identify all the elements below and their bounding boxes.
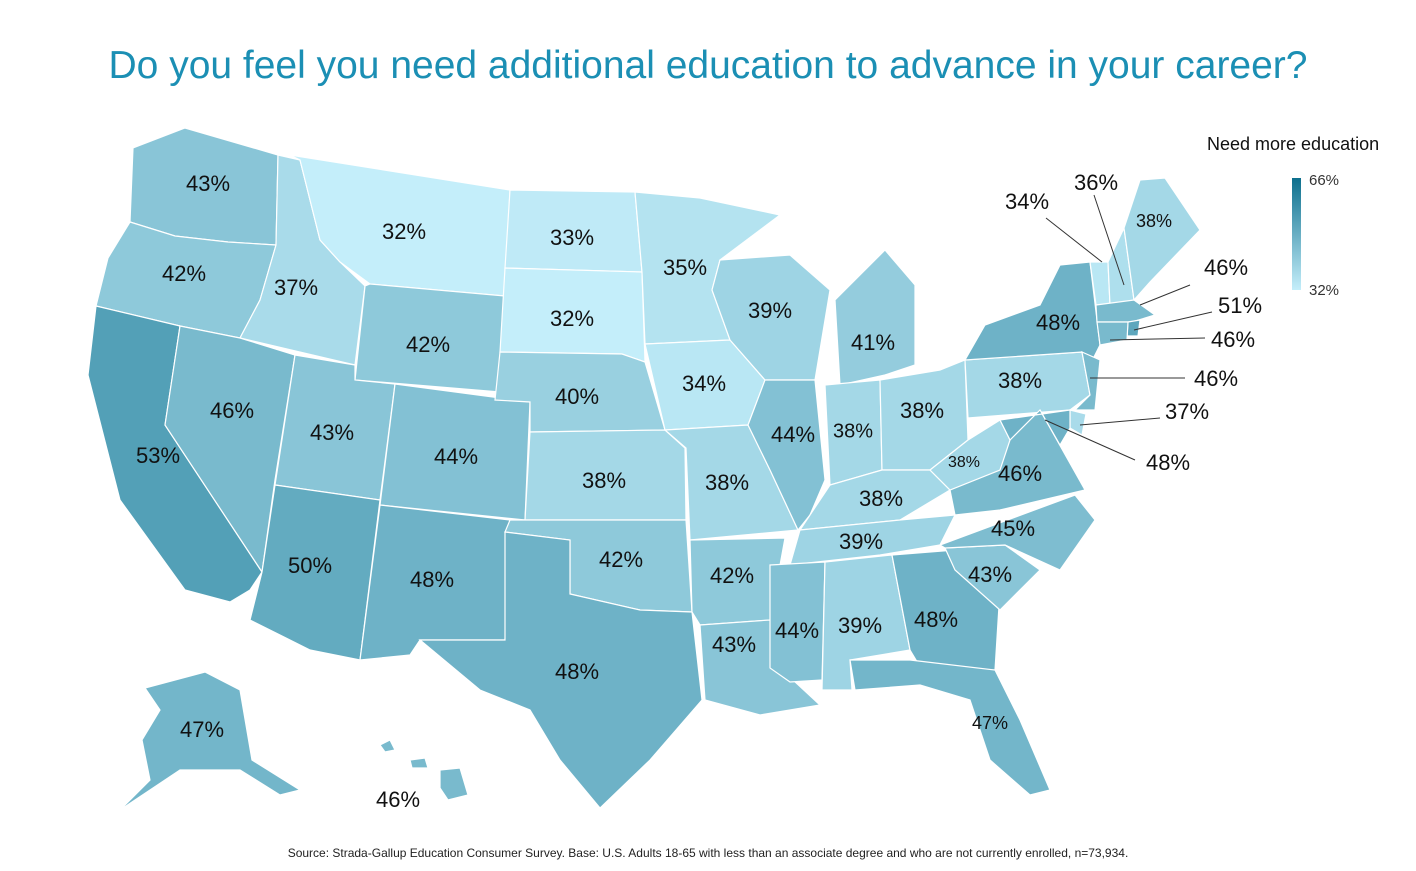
label-kentucky: 38% [859, 486, 903, 511]
label-alabama: 39% [838, 613, 882, 638]
label-pennsylvania: 38% [998, 368, 1042, 393]
label-rhode-island: 51% [1218, 293, 1262, 318]
legend-min-label: 32% [1309, 282, 1340, 299]
state-wyoming [354, 283, 506, 393]
state-arizona [249, 484, 381, 661]
label-new-york: 48% [1036, 310, 1080, 335]
state-massachusetts [1095, 299, 1157, 323]
leader-lines-layer [1044, 194, 1213, 461]
state-hawaii [379, 739, 469, 801]
label-wyoming: 42% [406, 332, 450, 357]
label-arkansas: 42% [710, 563, 754, 588]
label-wisconsin: 39% [748, 298, 792, 323]
label-texas: 48% [555, 659, 599, 684]
leader-line-vermont [1045, 217, 1103, 263]
label-north-carolina: 45% [991, 516, 1035, 541]
state-wisconsin [711, 254, 831, 381]
state-maine [1123, 177, 1201, 302]
leader-line-massachusetts [1139, 284, 1191, 306]
label-nevada: 46% [210, 398, 254, 423]
leader-line-connecticut [1109, 337, 1206, 341]
state-delaware [1069, 409, 1087, 436]
label-indiana: 38% [833, 420, 873, 442]
label-idaho: 37% [274, 275, 318, 300]
state-nevada [164, 325, 296, 574]
label-kansas: 38% [582, 468, 626, 493]
legend-title: Need more education [1207, 134, 1380, 154]
label-florida: 47% [972, 713, 1008, 733]
map-title: Do you feel you need additional educatio… [108, 44, 1308, 87]
label-oklahoma: 42% [599, 547, 643, 572]
label-new-mexico: 48% [410, 567, 454, 592]
state-alaska [119, 671, 302, 811]
label-washington: 43% [186, 171, 230, 196]
label-massachusetts: 46% [1204, 255, 1248, 280]
label-oregon: 42% [162, 261, 206, 286]
state-connecticut [1096, 321, 1129, 346]
state-kansas [524, 429, 687, 521]
label-maine: 38% [1136, 211, 1172, 231]
label-new-hampshire: 36% [1074, 170, 1118, 195]
state-shapes-layer [87, 127, 1201, 811]
label-louisiana: 43% [712, 632, 756, 657]
source-note: Source: Strada-Gallup Education Consumer… [287, 846, 1129, 860]
state-rhode-island [1126, 319, 1141, 337]
label-delaware: 37% [1165, 399, 1209, 424]
label-virginia: 46% [998, 461, 1042, 486]
label-hawaii: 46% [376, 787, 420, 812]
label-california: 53% [136, 443, 180, 468]
label-vermont: 34% [1005, 189, 1049, 214]
label-south-carolina: 43% [968, 562, 1012, 587]
label-alaska: 47% [180, 717, 224, 742]
label-north-dakota: 33% [550, 225, 594, 250]
state-north-carolina [938, 494, 1096, 571]
label-connecticut: 46% [1211, 327, 1255, 352]
label-montana: 32% [382, 219, 426, 244]
label-arizona: 50% [288, 553, 332, 578]
label-georgia: 48% [914, 607, 958, 632]
state-new-jersey [1073, 350, 1101, 411]
leader-line-rhode-island [1133, 311, 1213, 331]
state-florida [849, 659, 1051, 796]
label-south-dakota: 32% [550, 306, 594, 331]
leader-line-maryland [1044, 419, 1136, 461]
state-illinois [747, 379, 826, 532]
label-michigan: 41% [851, 330, 895, 355]
state-labels-layer: 43% 42% 53% 37% 46% 32% 42% 43% 50% 44% 48% 33% 32% 4… [136, 170, 1262, 812]
label-west-virginia: 38% [948, 454, 980, 471]
state-mississippi [769, 561, 826, 683]
label-maryland: 48% [1146, 450, 1190, 475]
leader-line-delaware [1079, 417, 1161, 426]
legend-max-label: 66% [1309, 172, 1340, 189]
state-maryland [999, 409, 1071, 447]
leader-line-new-hampshire [1093, 194, 1125, 286]
state-texas [418, 531, 703, 809]
label-illinois: 44% [771, 422, 815, 447]
label-new-jersey: 46% [1194, 366, 1238, 391]
label-utah: 43% [310, 420, 354, 445]
state-michigan [834, 249, 916, 386]
label-iowa: 34% [682, 371, 726, 396]
label-mississippi: 44% [775, 618, 819, 643]
label-colorado: 44% [434, 444, 478, 469]
label-ohio: 38% [900, 398, 944, 423]
label-missouri: 38% [705, 470, 749, 495]
label-nebraska: 40% [555, 384, 599, 409]
label-minnesota: 35% [663, 255, 707, 280]
label-tennessee: 39% [839, 529, 883, 554]
legend-color-scale [1292, 178, 1301, 290]
